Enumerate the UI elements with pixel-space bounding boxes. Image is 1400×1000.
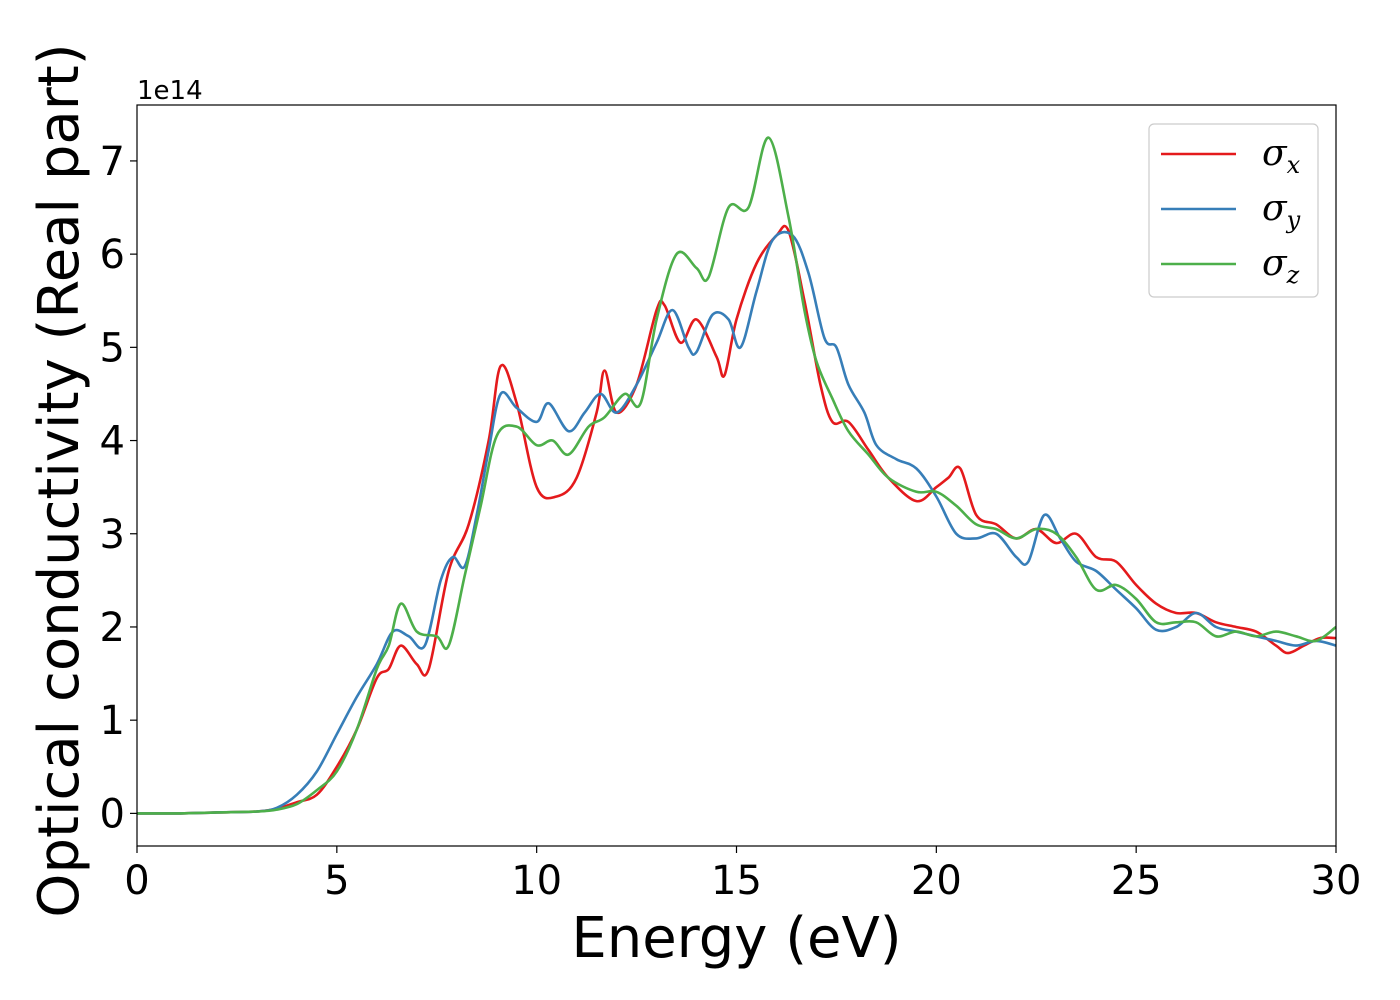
- series-line-sigma-x: [136, 224, 1337, 815]
- y-tick-label: 7: [100, 139, 125, 185]
- x-axis-title: Energy (eV): [571, 906, 901, 971]
- x-tick-label: 30: [1311, 858, 1362, 904]
- y-tick-label: 4: [100, 419, 125, 465]
- legend: σx σy σz: [1148, 123, 1319, 298]
- series-line-sigma-z: [136, 136, 1337, 815]
- legend-frame: [1148, 123, 1319, 298]
- x-tick-label: 5: [324, 858, 349, 904]
- y-axis-title: Optical conductivity (Real part): [27, 43, 92, 917]
- x-tick-label: 0: [124, 858, 149, 904]
- legend-label: σz: [1262, 243, 1300, 289]
- series-line-sigma-y: [136, 230, 1337, 815]
- x-tick-label: 25: [1111, 858, 1162, 904]
- y-tick-label: 5: [100, 325, 125, 371]
- series-layer: [136, 136, 1337, 815]
- y-tick-label: 2: [100, 605, 125, 651]
- legend-label: σy: [1262, 188, 1301, 234]
- y-tick-label: 1: [100, 698, 125, 744]
- y-tick-label: 0: [100, 791, 125, 837]
- x-axis-ticks: 0 5 10 15 20 25 30: [124, 846, 1361, 904]
- y-axis-ticks: 0 1 2 3 4 5 6 7: [100, 139, 137, 837]
- y-offset-label: 1e14: [137, 76, 203, 106]
- plot-area: [136, 104, 1337, 847]
- y-tick-label: 6: [100, 232, 125, 278]
- y-tick-label: 3: [100, 512, 125, 558]
- x-tick-label: 10: [511, 858, 562, 904]
- x-tick-label: 15: [711, 858, 762, 904]
- x-tick-label: 20: [911, 858, 962, 904]
- legend-label: σx: [1262, 133, 1301, 179]
